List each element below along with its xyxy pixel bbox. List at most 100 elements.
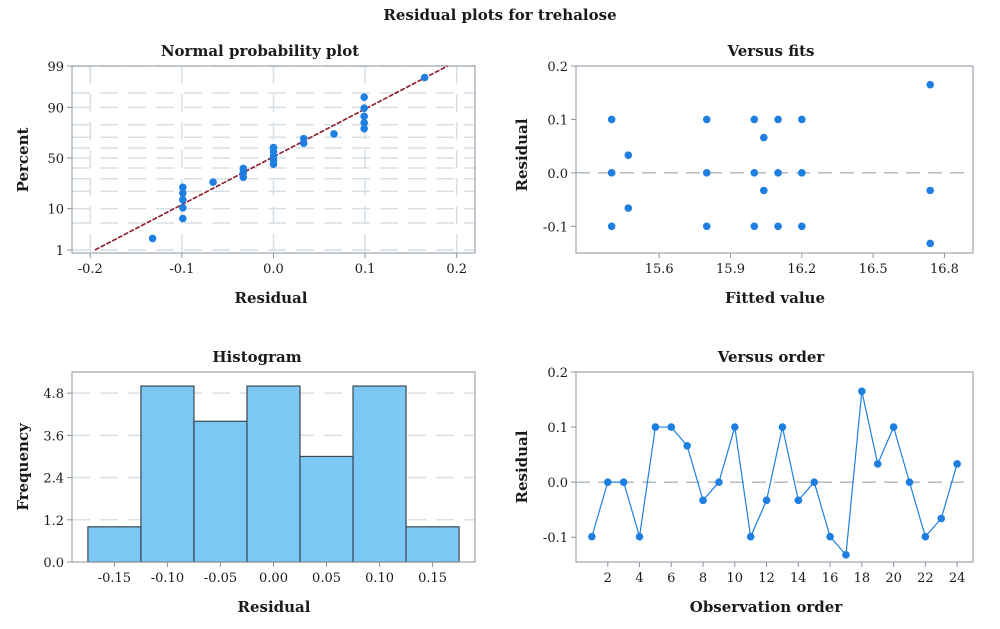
fits-point bbox=[774, 169, 782, 177]
fits-point bbox=[702, 169, 711, 177]
order-series-line bbox=[591, 391, 958, 557]
y-tick-label: 0.0 bbox=[43, 556, 64, 571]
npp-point bbox=[360, 112, 368, 121]
npp-point bbox=[179, 195, 187, 204]
npp-point bbox=[209, 178, 217, 186]
y-tick-label: 1 bbox=[56, 244, 64, 259]
hist-bar bbox=[87, 526, 142, 563]
order-point bbox=[603, 478, 612, 486]
x-tick-label: 10 bbox=[727, 571, 744, 586]
fits-point bbox=[760, 133, 768, 142]
panel-histogram: Histogram -0.15 -0.10 -0.05 0.00 0.05 0.10 0.1… bbox=[14, 348, 476, 616]
y-tick-label: 0.0 bbox=[547, 167, 568, 182]
figure-title: Residual plots for trehalose bbox=[383, 6, 616, 24]
order-point bbox=[810, 478, 818, 486]
npp-point bbox=[420, 73, 429, 82]
order-point bbox=[873, 460, 882, 468]
order-point bbox=[905, 478, 914, 486]
order-point bbox=[651, 423, 660, 431]
fits-point bbox=[760, 186, 768, 195]
fits-y-axis-label: Residual bbox=[513, 118, 531, 191]
fits-x-ticks: 15.6 15.9 16.2 16.5 16.8 bbox=[645, 253, 959, 277]
y-tick-label: 0.2 bbox=[547, 60, 568, 75]
x-tick-label: 22 bbox=[917, 571, 934, 586]
order-y-ticks: -0.1 0.0 0.1 0.2 bbox=[543, 366, 576, 546]
fits-point bbox=[702, 115, 711, 124]
order-point bbox=[889, 423, 898, 431]
fits-point bbox=[624, 204, 633, 212]
y-tick-label: 99 bbox=[47, 60, 64, 75]
order-title: Versus order bbox=[717, 348, 826, 366]
order-point bbox=[715, 478, 723, 486]
x-tick-label: 16.5 bbox=[859, 262, 888, 277]
npp-point bbox=[179, 203, 187, 212]
npp-point bbox=[360, 119, 368, 127]
x-tick-label: 16.8 bbox=[930, 262, 959, 277]
x-tick-label: -0.10 bbox=[151, 571, 184, 586]
y-tick-label: 10 bbox=[47, 203, 64, 218]
npp-title: Normal probability plot bbox=[161, 42, 359, 60]
fits-x-axis-label: Fitted value bbox=[725, 289, 825, 307]
fits-title: Versus fits bbox=[726, 42, 814, 60]
hist-title: Histogram bbox=[212, 348, 301, 366]
order-point bbox=[921, 532, 930, 541]
order-x-ticks: 2 4 6 8 10 12 14 16 18 20 22 24 bbox=[604, 562, 966, 586]
order-point bbox=[842, 551, 850, 559]
order-point bbox=[937, 514, 946, 523]
order-y-axis-label: Residual bbox=[513, 430, 531, 503]
order-point bbox=[667, 423, 676, 431]
npp-point bbox=[179, 189, 187, 197]
npp-point bbox=[360, 93, 368, 101]
fits-point bbox=[774, 222, 782, 231]
y-tick-label: 3.6 bbox=[43, 429, 64, 444]
order-point bbox=[746, 532, 755, 541]
npp-y-ticks: 1 10 50 90 99 bbox=[47, 60, 72, 259]
order-x-axis-label: Observation order bbox=[690, 598, 844, 616]
x-tick-label: 0.15 bbox=[418, 571, 447, 586]
npp-point bbox=[179, 214, 187, 223]
y-tick-label: 0.0 bbox=[547, 476, 568, 491]
hist-y-ticks: 0.0 1.2 2.4 3.6 4.8 bbox=[43, 387, 72, 571]
order-point bbox=[731, 423, 739, 431]
npp-point bbox=[179, 183, 187, 192]
order-point bbox=[778, 423, 787, 431]
fits-point bbox=[798, 115, 806, 124]
y-tick-label: 1.2 bbox=[43, 514, 64, 529]
fits-point bbox=[750, 115, 759, 124]
npp-x-ticks: -0.2 -0.1 0.0 0.1 0.2 bbox=[78, 253, 467, 277]
x-tick-label: 0.00 bbox=[259, 571, 288, 586]
fits-point bbox=[607, 115, 616, 124]
order-point bbox=[953, 460, 961, 468]
npp-point bbox=[239, 164, 248, 173]
x-tick-label: 20 bbox=[885, 571, 902, 586]
npp-point bbox=[269, 143, 278, 152]
order-points bbox=[588, 387, 961, 559]
panel-versus-fits: Versus fits 15.6 15.9 16.2 16.5 16.8 -0.1 0.0… bbox=[513, 42, 974, 307]
x-tick-label: 24 bbox=[949, 571, 966, 586]
order-point bbox=[588, 532, 596, 541]
fits-point bbox=[774, 115, 782, 124]
x-tick-label: 0.1 bbox=[355, 262, 376, 277]
panel-versus-order: Versus order 2 4 6 8 10 12 14 16 18 20 22 24 -0.10.… bbox=[513, 348, 974, 616]
hist-bars bbox=[87, 385, 460, 563]
hist-bar bbox=[193, 420, 248, 563]
hist-y-axis-label: Frequency bbox=[14, 422, 32, 511]
fits-point bbox=[926, 186, 935, 195]
fits-point bbox=[798, 222, 806, 231]
x-tick-label: 4 bbox=[635, 571, 643, 586]
x-tick-label: -0.05 bbox=[204, 571, 237, 586]
hist-bar bbox=[140, 385, 195, 563]
npp-points bbox=[148, 73, 429, 243]
y-tick-label: -0.1 bbox=[543, 220, 568, 235]
x-tick-label: 0.0 bbox=[263, 262, 284, 277]
fits-point bbox=[926, 239, 935, 248]
order-point bbox=[794, 496, 803, 505]
npp-point bbox=[360, 104, 368, 113]
fits-point bbox=[607, 169, 616, 177]
fits-point bbox=[750, 222, 759, 231]
order-point bbox=[635, 532, 644, 541]
order-point bbox=[619, 478, 628, 486]
x-tick-label: -0.2 bbox=[78, 262, 103, 277]
x-tick-label: 14 bbox=[790, 571, 807, 586]
fits-point bbox=[926, 80, 935, 89]
